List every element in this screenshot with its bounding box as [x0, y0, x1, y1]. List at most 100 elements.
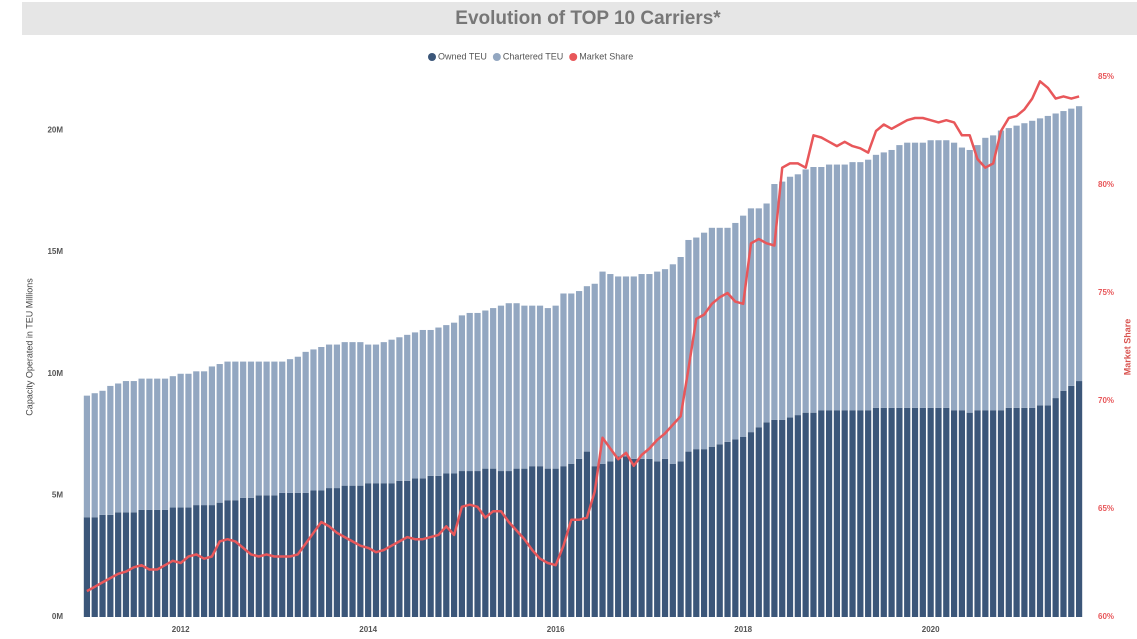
bar [450, 322, 458, 474]
bar [146, 378, 153, 510]
bar [607, 274, 614, 462]
bar [825, 410, 833, 617]
bar [872, 154, 880, 408]
bar [1060, 390, 1067, 617]
bar [544, 308, 551, 469]
bar [685, 239, 692, 452]
bar [372, 483, 380, 617]
bar [974, 145, 981, 411]
bar [927, 140, 934, 408]
bar [982, 137, 989, 411]
y-axis-label: Capacity Operated in TEU Millions [24, 278, 34, 416]
bar [982, 410, 989, 617]
bar [404, 334, 411, 481]
bar [138, 378, 145, 510]
bar [802, 169, 809, 413]
bar [365, 483, 372, 617]
x-tick-label: 2016 [547, 625, 565, 634]
bar [677, 461, 684, 617]
bar [1021, 123, 1028, 408]
bar [130, 381, 137, 513]
bar [888, 407, 895, 617]
bar [325, 344, 333, 489]
bar [646, 274, 653, 459]
bar [474, 312, 481, 472]
bar [247, 497, 255, 617]
bar [497, 471, 505, 617]
bar [857, 410, 864, 617]
bar [302, 351, 309, 493]
bar [1075, 381, 1083, 617]
bar [966, 149, 973, 413]
bar [1075, 106, 1083, 382]
bar [575, 458, 583, 617]
bar [286, 492, 294, 617]
bar [271, 361, 278, 496]
bar [880, 152, 887, 408]
bar [232, 361, 239, 501]
bar [700, 232, 708, 450]
y-tick-label: 15M [47, 247, 63, 256]
legend-swatch [428, 53, 436, 61]
bar [919, 142, 926, 408]
bar [443, 473, 450, 617]
x-tick-label: 2012 [172, 625, 190, 634]
bar [536, 466, 544, 617]
y2-tick-label: 85% [1098, 72, 1114, 81]
bar [638, 274, 645, 459]
bar [552, 305, 559, 469]
bar [427, 329, 434, 476]
bar [849, 162, 856, 411]
bar [677, 257, 684, 462]
bar [630, 458, 637, 617]
bar [544, 468, 551, 617]
bar [458, 471, 466, 617]
bar [521, 305, 528, 469]
bar [911, 407, 919, 617]
bar [1068, 108, 1075, 386]
bar [575, 291, 583, 459]
bar [1036, 118, 1044, 406]
bar [935, 140, 942, 408]
bar [747, 432, 755, 617]
bar [919, 407, 926, 617]
bar [599, 271, 606, 464]
x-tick-label: 2014 [359, 625, 377, 634]
bar [91, 393, 98, 518]
bar [200, 371, 208, 506]
bar [513, 468, 520, 617]
bar [943, 140, 950, 408]
bar [716, 227, 723, 445]
bar [1029, 407, 1036, 617]
bar [833, 164, 841, 411]
bar [240, 361, 247, 498]
bar [294, 356, 301, 493]
bar [341, 485, 348, 617]
bar [333, 488, 341, 617]
bar [310, 490, 317, 617]
bar [740, 215, 747, 437]
bar [497, 305, 505, 472]
bar [208, 366, 216, 506]
bar [865, 410, 872, 617]
bar [638, 458, 645, 617]
bar [435, 327, 442, 476]
bar [818, 410, 825, 617]
bar [552, 468, 559, 617]
bar [325, 488, 333, 617]
bar [286, 359, 294, 493]
bar [997, 130, 1005, 411]
bar [630, 276, 637, 459]
legend-label: Owned TEU [438, 51, 487, 61]
bar [1005, 128, 1012, 408]
bar [450, 473, 458, 617]
bar [685, 451, 692, 617]
bar [419, 478, 426, 617]
bar [622, 456, 630, 617]
bar [247, 361, 255, 498]
bar [786, 417, 794, 617]
bar [521, 468, 528, 617]
bar [302, 492, 309, 617]
bar [529, 305, 536, 467]
